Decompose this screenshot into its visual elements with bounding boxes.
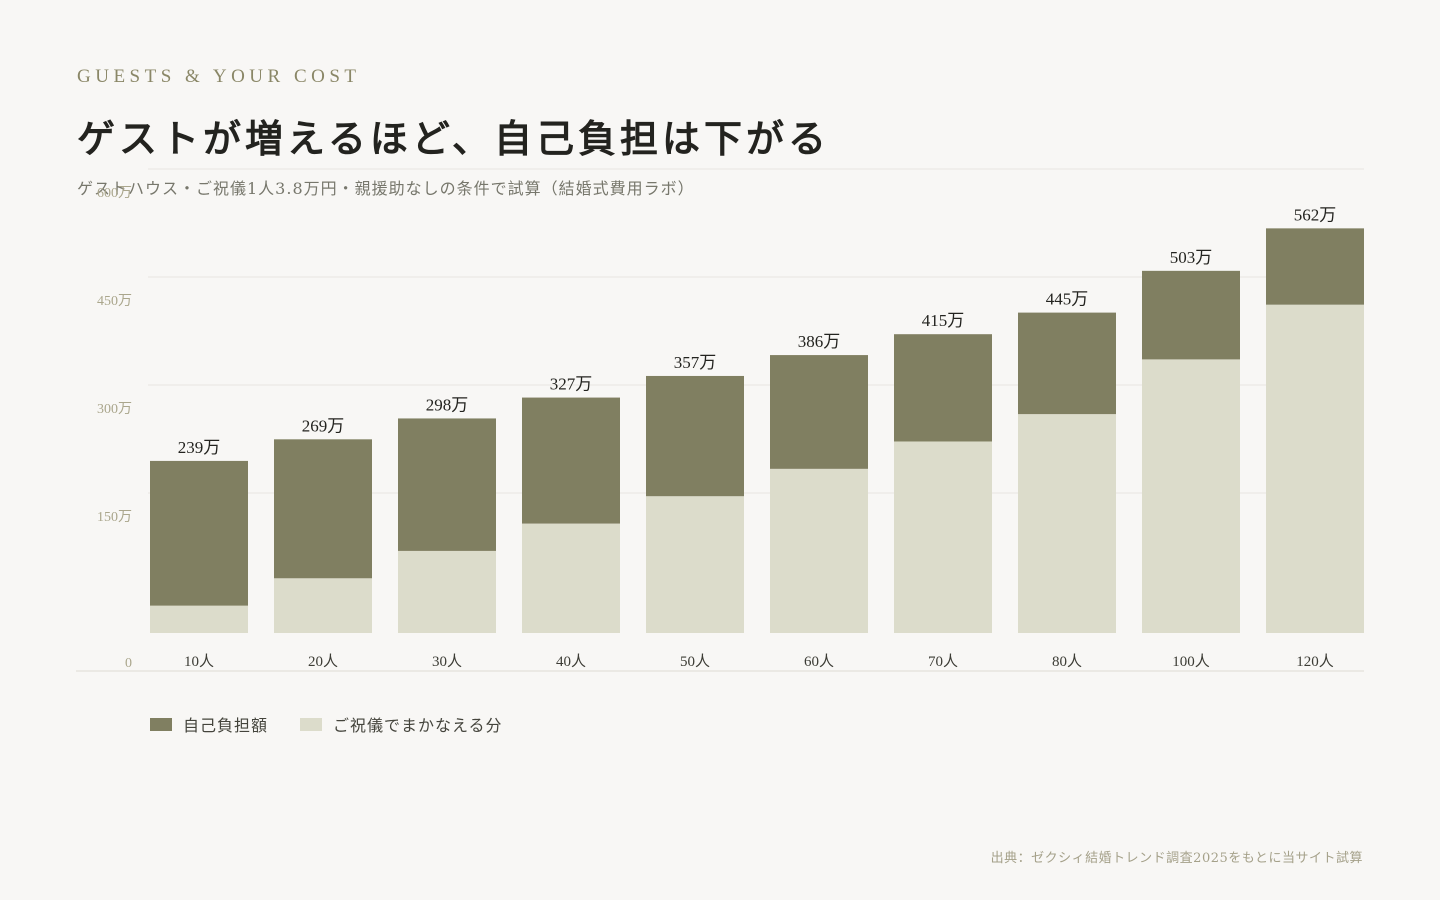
- bar-segment-self: [1142, 270, 1240, 360]
- x-category-label: 70人: [928, 653, 958, 670]
- bar-segment-gift: [1142, 359, 1240, 633]
- bar-segment-gift: [770, 468, 868, 633]
- bar-segment-gift: [1018, 414, 1116, 633]
- bar-segment-self: [770, 355, 868, 469]
- x-category-label: 80人: [1052, 653, 1082, 670]
- bar-total-label: 415万: [922, 311, 965, 330]
- bar-total-label: 357万: [674, 353, 717, 372]
- bar-segment-self: [274, 439, 372, 579]
- x-category-label: 40人: [556, 653, 586, 670]
- bar-total-label: 239万: [178, 438, 221, 457]
- x-category-label: 30人: [432, 653, 462, 670]
- bar-segment-gift: [894, 441, 992, 633]
- y-tick-label: 300万: [97, 402, 132, 417]
- bar-segment-self: [522, 397, 620, 524]
- bar-segment-gift: [1266, 304, 1364, 633]
- bar-segment-gift: [150, 605, 248, 633]
- page-title: ゲストが増えるほど、自己負担は下がる: [77, 116, 830, 161]
- bar-segment-gift: [398, 550, 496, 633]
- x-category-label: 60人: [804, 653, 834, 670]
- legend-swatch-gift: [300, 717, 323, 731]
- bar-segment-gift: [646, 496, 744, 633]
- x-category-label: 50人: [680, 653, 710, 670]
- bar-segment-gift: [274, 578, 372, 633]
- bar-total-label: 386万: [798, 332, 841, 351]
- bar-total-label: 562万: [1294, 205, 1337, 224]
- bar-segment-gift: [522, 523, 620, 633]
- bar-segment-self: [150, 460, 248, 606]
- y-tick-label: 450万: [97, 294, 132, 309]
- y-tick-label: 150万: [97, 510, 132, 525]
- legend-swatch-self: [150, 717, 172, 731]
- bar-segment-self: [1266, 228, 1364, 305]
- bar-segment-self: [398, 418, 496, 551]
- x-category-label: 20人: [308, 653, 338, 670]
- x-category-label: 120人: [1296, 653, 1334, 670]
- bar-total-label: 445万: [1046, 290, 1089, 309]
- bar-total-label: 298万: [426, 395, 469, 414]
- legend-item-gift: ご祝儀でまかなえる分: [300, 712, 503, 736]
- page-subtitle: ゲストハウス・ご祝儀1人3.8万円・親援助なしの条件で試算（結婚式費用ラボ）: [77, 179, 695, 198]
- x-category-label: 10人: [184, 653, 214, 670]
- x-category-label: 100人: [1172, 653, 1210, 670]
- y-tick-label: 600万: [97, 186, 132, 201]
- bar-segment-self: [894, 334, 992, 442]
- chart-legend: 自己負担額 ご祝儀でまかなえる分: [150, 712, 503, 736]
- eyebrow-label: GUESTS & YOUR COST: [77, 66, 361, 87]
- y-tick-label: 0: [125, 656, 132, 671]
- legend-item-self: 自己負担額: [150, 712, 268, 736]
- source-note: 出典：ゼクシィ結婚トレンド調査2025をもとに当サイト試算: [990, 851, 1363, 866]
- stacked-bar-chart: 0 150万 300万 450万 600万 239万 10人 269万 20人 298万 30人 32…: [76, 168, 1364, 672]
- bar-total-label: 327万: [550, 375, 593, 394]
- legend-label-gift: ご祝儀でまかなえる分: [333, 716, 503, 735]
- bar-segment-self: [1018, 312, 1116, 415]
- bar-segment-self: [646, 375, 744, 497]
- legend-label-self: 自己負担額: [183, 716, 269, 735]
- bar-total-label: 503万: [1170, 248, 1213, 267]
- bar-total-label: 269万: [302, 416, 345, 435]
